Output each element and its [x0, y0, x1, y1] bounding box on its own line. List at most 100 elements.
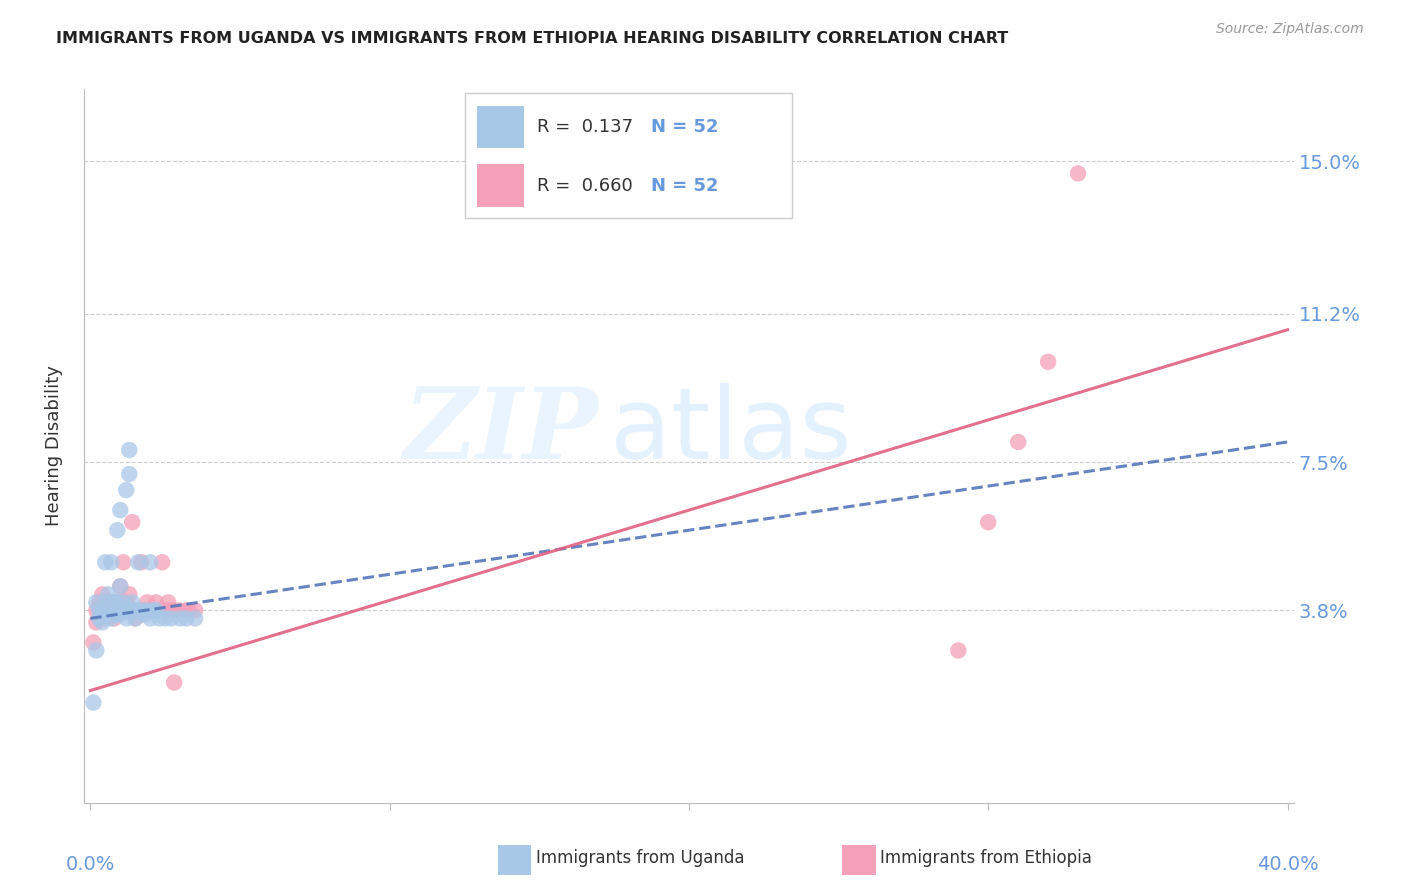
Point — [97, 595, 120, 609]
Point — [94, 595, 117, 609]
Text: Hearing Disability: Hearing Disability — [45, 366, 63, 526]
Point — [103, 611, 125, 625]
Point — [110, 579, 132, 593]
Point — [977, 515, 1000, 529]
Point — [110, 595, 132, 609]
Point — [89, 603, 111, 617]
Point — [118, 587, 141, 601]
Point — [97, 587, 120, 601]
Point — [97, 603, 120, 617]
Point — [184, 603, 207, 617]
Point — [97, 603, 120, 617]
Point — [163, 603, 186, 617]
Point — [153, 603, 176, 617]
Text: N = 52: N = 52 — [651, 118, 718, 136]
Point — [115, 611, 138, 625]
Point — [105, 595, 128, 609]
Point — [1067, 166, 1090, 180]
Point — [139, 555, 162, 569]
Point — [94, 611, 117, 625]
Point — [89, 603, 111, 617]
Point — [105, 603, 128, 617]
Point — [127, 603, 149, 617]
Point — [124, 611, 146, 625]
Point — [169, 611, 191, 625]
Point — [174, 603, 197, 617]
Point — [94, 603, 117, 617]
Point — [105, 603, 128, 617]
Text: IMMIGRANTS FROM UGANDA VS IMMIGRANTS FROM ETHIOPIA HEARING DISABILITY CORRELATIO: IMMIGRANTS FROM UGANDA VS IMMIGRANTS FRO… — [56, 31, 1008, 46]
Point — [142, 603, 165, 617]
Point — [150, 555, 173, 569]
Point — [103, 607, 125, 622]
Point — [948, 643, 970, 657]
Point — [89, 611, 111, 625]
Point — [174, 611, 197, 625]
Point — [1007, 435, 1029, 450]
Point — [112, 603, 135, 617]
Point — [103, 599, 125, 614]
Text: Immigrants from Uganda: Immigrants from Uganda — [536, 849, 744, 867]
Point — [82, 696, 104, 710]
Point — [136, 595, 159, 609]
Text: atlas: atlas — [610, 384, 852, 480]
Point — [1036, 355, 1059, 369]
Point — [103, 595, 125, 609]
Point — [145, 603, 167, 617]
Point — [97, 603, 120, 617]
Point — [86, 643, 108, 657]
Point — [91, 603, 114, 617]
Point — [136, 603, 159, 617]
Point — [157, 595, 180, 609]
Point — [139, 603, 162, 617]
Point — [118, 467, 141, 481]
Point — [112, 595, 135, 609]
Text: Immigrants from Ethiopia: Immigrants from Ethiopia — [880, 849, 1092, 867]
Point — [110, 603, 132, 617]
Point — [110, 579, 132, 593]
Point — [105, 523, 128, 537]
Point — [124, 603, 146, 617]
Point — [127, 555, 149, 569]
Text: Source: ZipAtlas.com: Source: ZipAtlas.com — [1216, 22, 1364, 37]
Point — [100, 595, 122, 609]
Point — [94, 555, 117, 569]
FancyBboxPatch shape — [465, 93, 792, 218]
Point — [134, 603, 156, 617]
Point — [160, 603, 183, 617]
Point — [112, 603, 135, 617]
Point — [91, 587, 114, 601]
Point — [112, 555, 135, 569]
Point — [115, 603, 138, 617]
Point — [91, 603, 114, 617]
Point — [82, 635, 104, 649]
Text: 40.0%: 40.0% — [1257, 855, 1319, 874]
Point — [153, 611, 176, 625]
Point — [129, 555, 152, 569]
Text: 0.0%: 0.0% — [66, 855, 115, 874]
Point — [163, 675, 186, 690]
Point — [142, 603, 165, 617]
Point — [110, 607, 132, 622]
Point — [100, 603, 122, 617]
Point — [110, 603, 132, 617]
Point — [103, 603, 125, 617]
Point — [105, 595, 128, 609]
Point — [103, 595, 125, 609]
Point — [169, 603, 191, 617]
Point — [86, 603, 108, 617]
FancyBboxPatch shape — [478, 106, 524, 148]
Point — [121, 603, 143, 617]
Point — [148, 603, 170, 617]
Point — [86, 615, 108, 630]
Text: R =  0.660: R = 0.660 — [537, 177, 633, 194]
Point — [124, 611, 146, 625]
Point — [118, 603, 141, 617]
Point — [110, 503, 132, 517]
Point — [91, 615, 114, 630]
Point — [139, 611, 162, 625]
Point — [89, 595, 111, 609]
Point — [184, 611, 207, 625]
Point — [148, 611, 170, 625]
Point — [160, 611, 183, 625]
